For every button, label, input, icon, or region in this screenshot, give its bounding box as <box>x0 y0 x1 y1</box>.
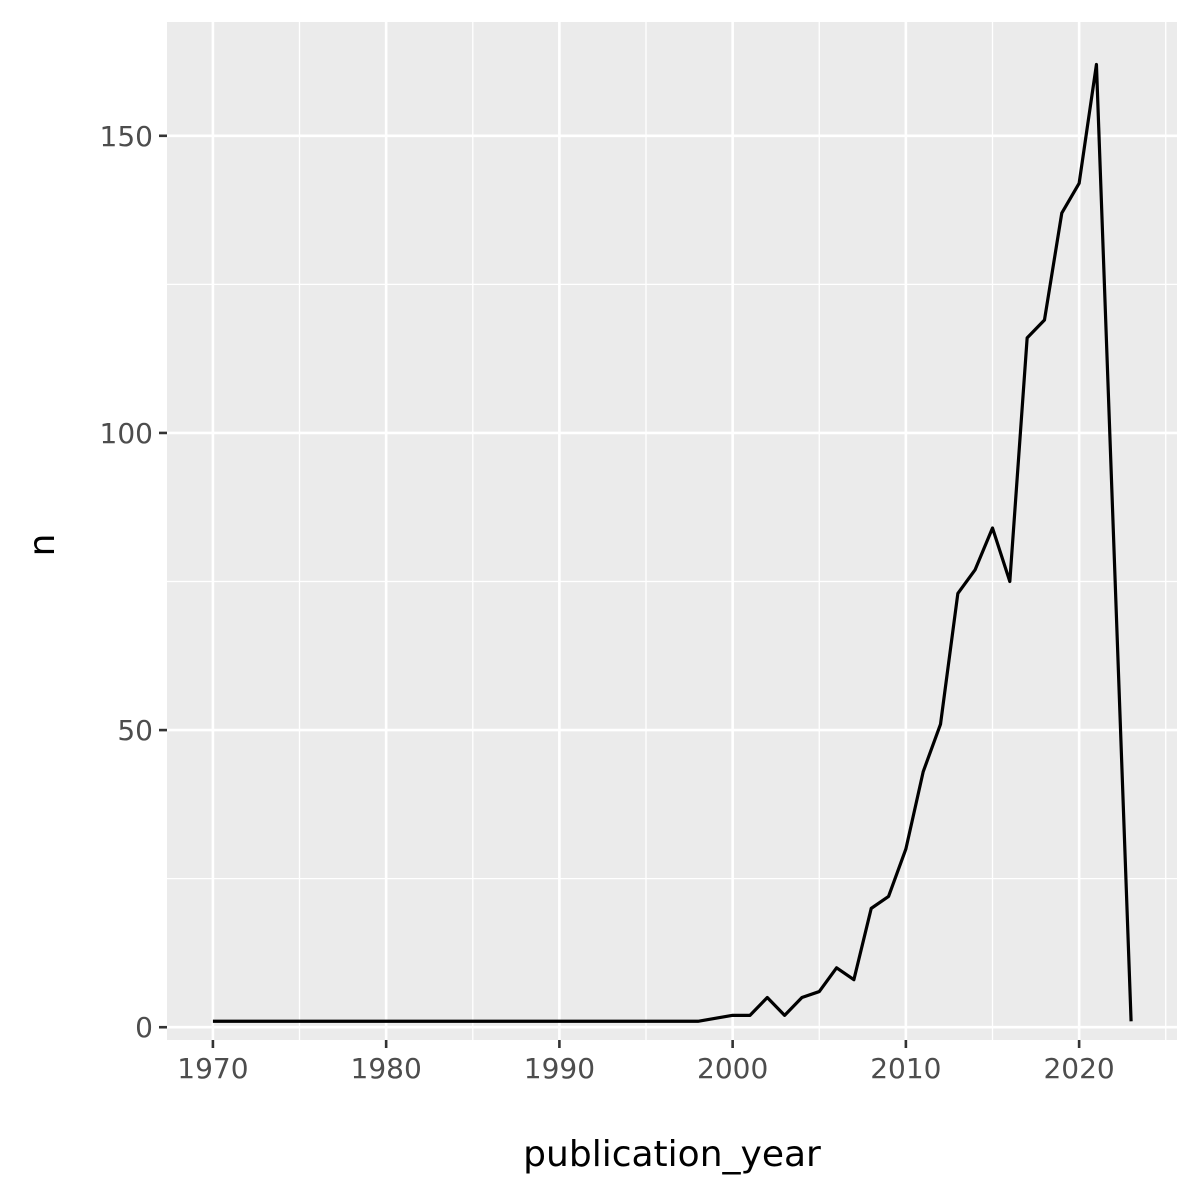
y-tick-label: 100 <box>100 417 153 450</box>
x-tick-label: 1980 <box>351 1052 422 1085</box>
plot-panel <box>167 22 1177 1040</box>
y-tick-label: 0 <box>135 1011 153 1044</box>
major-gridlines <box>167 22 1177 1040</box>
series-layer <box>212 62 1133 1023</box>
y-axis: 0 50 100 150 <box>100 120 167 1044</box>
x-tick-label: 2000 <box>697 1052 768 1085</box>
x-axis-title: publication_year <box>523 1134 821 1175</box>
x-axis: 1970 1980 1990 2000 2010 2020 <box>177 1040 1115 1085</box>
x-tick-label: 1990 <box>524 1052 595 1085</box>
x-tick-label: 1970 <box>177 1052 248 1085</box>
y-axis-title: n <box>22 534 63 557</box>
x-tick-label: 2010 <box>870 1052 941 1085</box>
series-line <box>212 62 1133 1023</box>
y-tick-label: 50 <box>117 714 153 747</box>
x-tick-label: 2020 <box>1043 1052 1114 1085</box>
y-tick-label: 150 <box>100 120 153 153</box>
